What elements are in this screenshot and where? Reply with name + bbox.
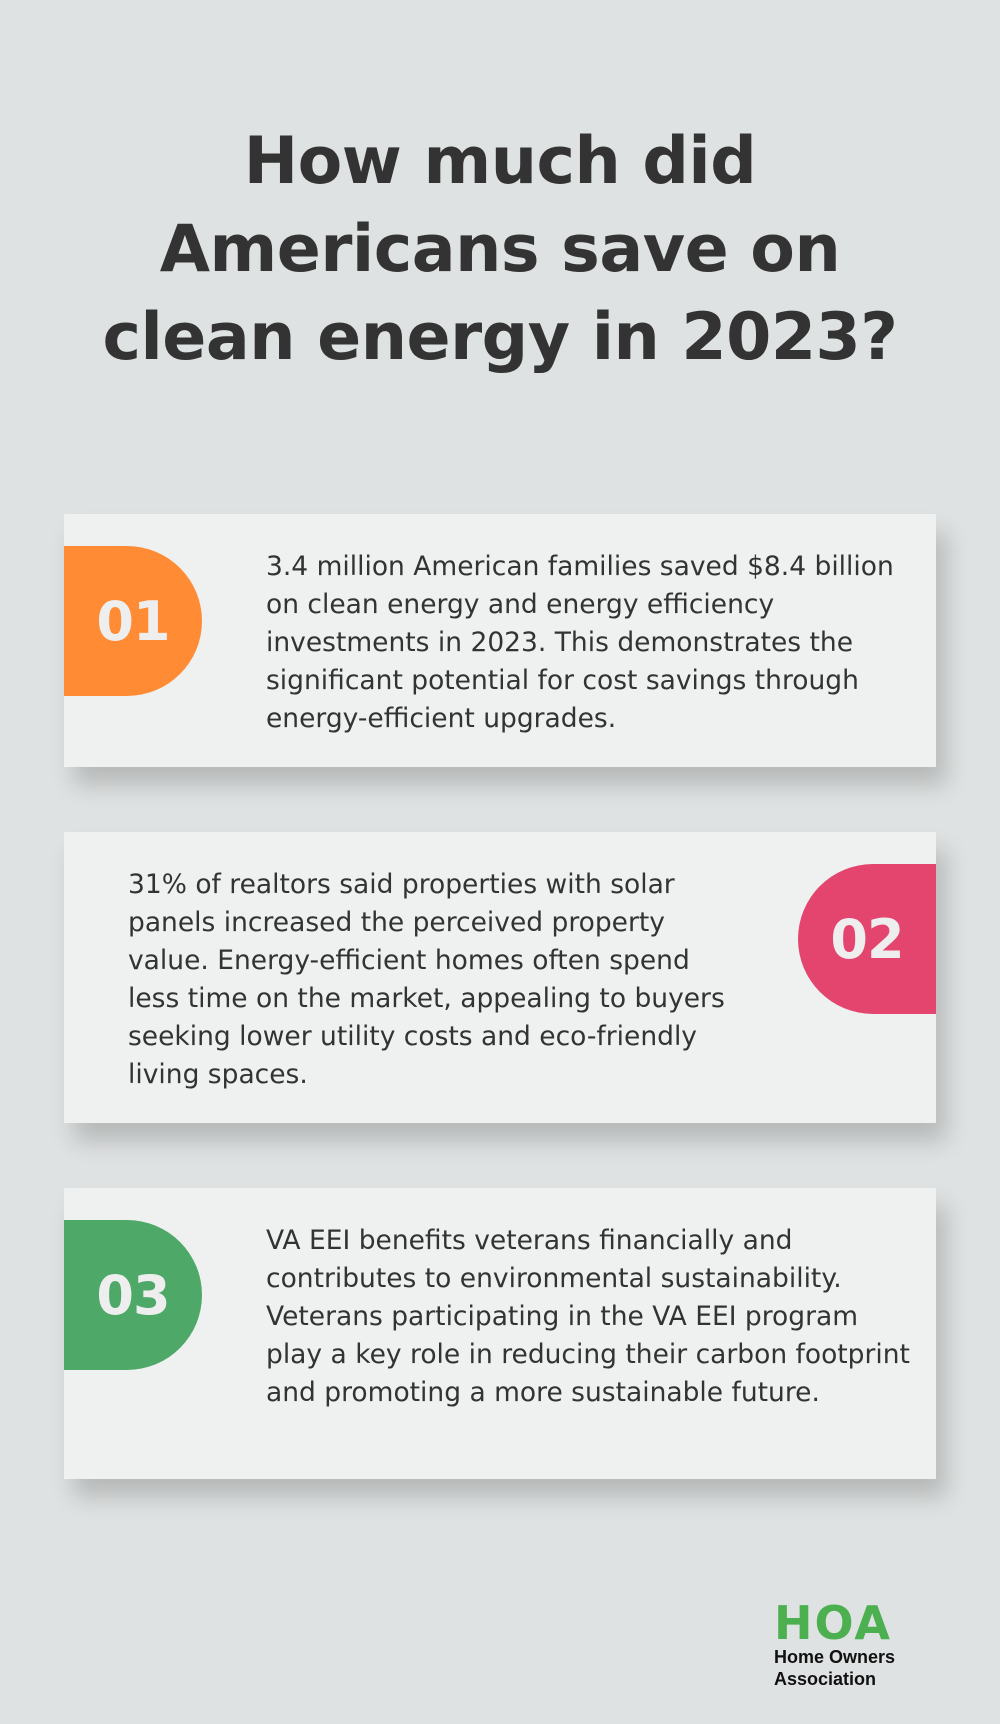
info-card-3: 03 VA EEI benefits veterans financially … bbox=[64, 1188, 936, 1479]
page-title: How much did Americans save on clean ene… bbox=[102, 124, 899, 375]
logo-mark: HOA bbox=[774, 1596, 892, 1650]
card-1-text: 3.4 million American families saved $8.4… bbox=[266, 551, 894, 734]
logo-line-1: Home Owners bbox=[774, 1647, 896, 1667]
logo-line-2: Association bbox=[774, 1669, 877, 1689]
number-badge-2: 02 bbox=[798, 864, 936, 1014]
number-badge-3: 03 bbox=[64, 1220, 202, 1370]
hoa-logo: HOA Home Owners Association bbox=[774, 1600, 954, 1690]
card-2-text: 31% of realtors said properties with sol… bbox=[128, 869, 725, 1090]
card-3-text: VA EEI benefits veterans financially and… bbox=[266, 1225, 910, 1408]
info-card-2: 31% of realtors said properties with sol… bbox=[64, 832, 936, 1123]
info-card-1: 01 3.4 million American families saved $… bbox=[64, 514, 936, 767]
number-badge-1: 01 bbox=[64, 546, 202, 696]
